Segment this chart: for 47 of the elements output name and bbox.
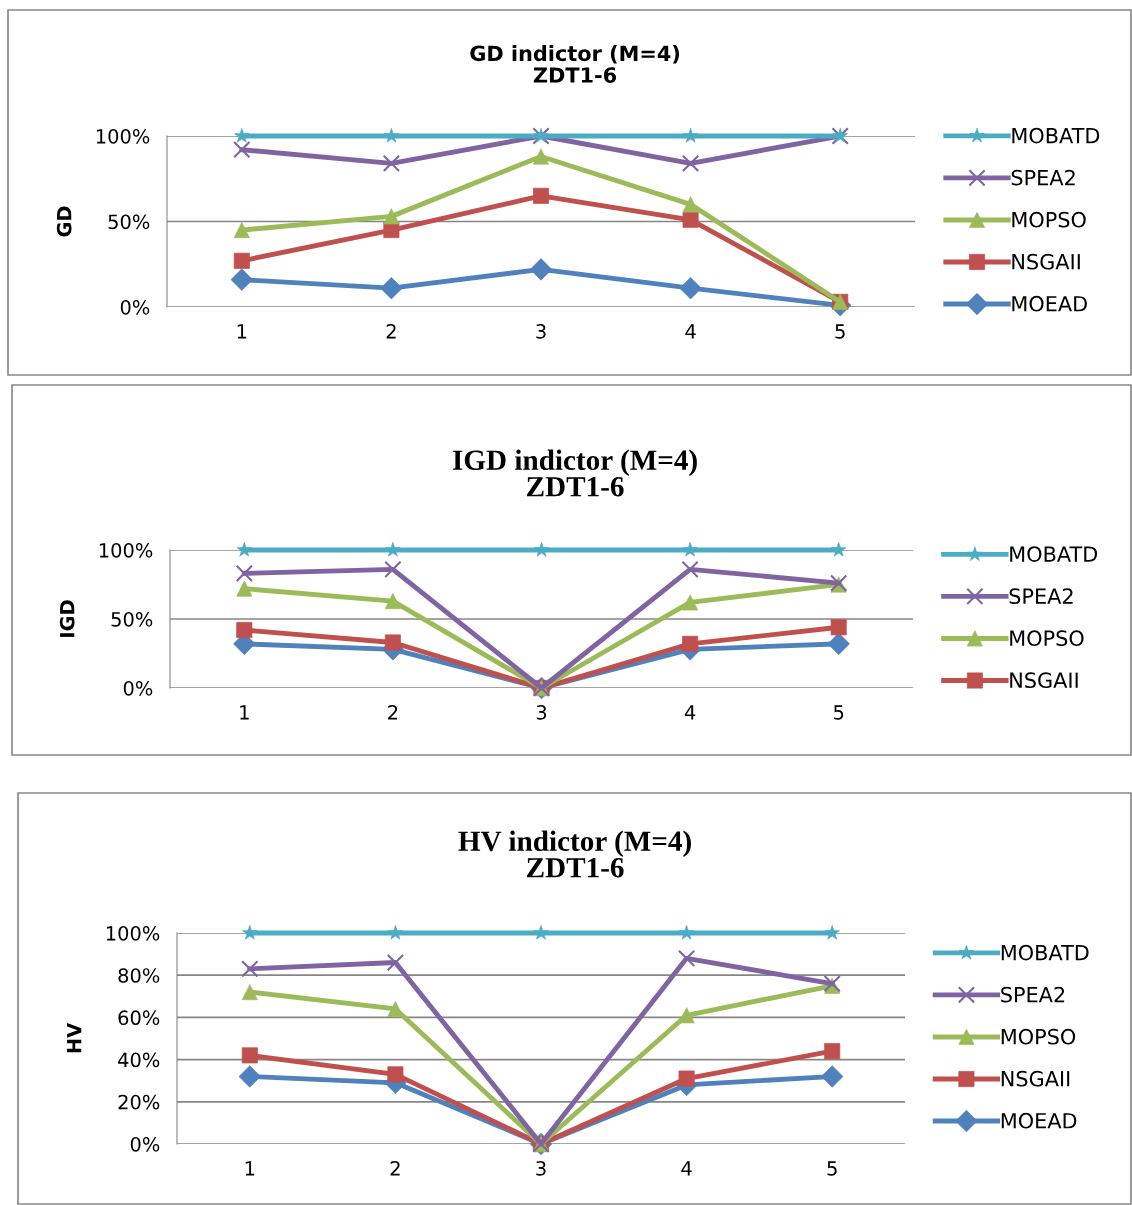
legend-label: SPEA2 xyxy=(1009,588,1073,605)
x-tick-label: 3 xyxy=(536,1161,546,1176)
y-tick-label: 100% xyxy=(96,128,150,144)
x-tick-label: 1 xyxy=(237,324,247,339)
x-tick-label: 2 xyxy=(388,705,398,720)
y-tick-label: 20% xyxy=(118,1094,160,1110)
y-tick-label: 0% xyxy=(130,1136,160,1152)
x-tick-label: 2 xyxy=(390,1161,400,1176)
legend-label: MOBATD xyxy=(1001,944,1089,961)
chart-title: IGD indictor (M=4) ZDT1-6 xyxy=(452,449,697,497)
legend-label: SPEA2 xyxy=(1001,986,1065,1003)
legend-label: MOBATD xyxy=(1012,127,1100,144)
x-tick-label: 4 xyxy=(684,705,696,720)
x-tick-label: 2 xyxy=(386,324,396,339)
chart-title: GD indictor (M=4) ZDT1-6 xyxy=(470,45,680,83)
legend-label: MOEAD xyxy=(1001,1112,1077,1129)
x-tick-label: 3 xyxy=(536,705,547,720)
x-tick-label: 5 xyxy=(827,1161,837,1176)
y-tick-label: 0% xyxy=(120,299,150,315)
x-tick-label: 5 xyxy=(835,324,845,339)
chart-title: HV indictor (M=4) ZDT1-6 xyxy=(458,830,691,878)
legend-label: MOEAD xyxy=(1012,295,1087,312)
y-tick-label: 50% xyxy=(111,611,153,627)
x-tick-label: 1 xyxy=(240,705,249,720)
legend-label: MOPSO xyxy=(1012,211,1086,228)
legend-label: SPEA2 xyxy=(1011,169,1075,186)
y-tick-label: 80% xyxy=(118,968,160,983)
legend-label: NSGAII xyxy=(1001,1070,1070,1087)
y-tick-label: 0% xyxy=(123,680,153,696)
legend-label: MOPSO xyxy=(1010,630,1084,647)
x-tick-label: 4 xyxy=(681,1161,692,1176)
y-tick-label: 60% xyxy=(118,1010,160,1026)
y-tick-label: 100% xyxy=(99,542,153,558)
y-axis-title: HV xyxy=(67,1022,82,1053)
x-tick-label: 1 xyxy=(245,1161,255,1176)
legend-label: NSGAII xyxy=(1012,253,1080,270)
y-tick-label: 50% xyxy=(108,214,150,230)
legend-label: MOPSO xyxy=(1001,1028,1076,1045)
y-tick-label: 100% xyxy=(106,925,160,941)
x-tick-label: 3 xyxy=(536,324,546,339)
y-axis-title: IGD xyxy=(59,600,75,637)
legend-label: MOBATD xyxy=(1010,546,1098,562)
legend-label: NSGAII xyxy=(1010,672,1078,689)
y-axis-title: GD xyxy=(56,206,72,237)
x-tick-label: 4 xyxy=(685,324,696,339)
x-tick-label: 5 xyxy=(834,705,844,720)
y-tick-label: 40% xyxy=(118,1052,160,1068)
